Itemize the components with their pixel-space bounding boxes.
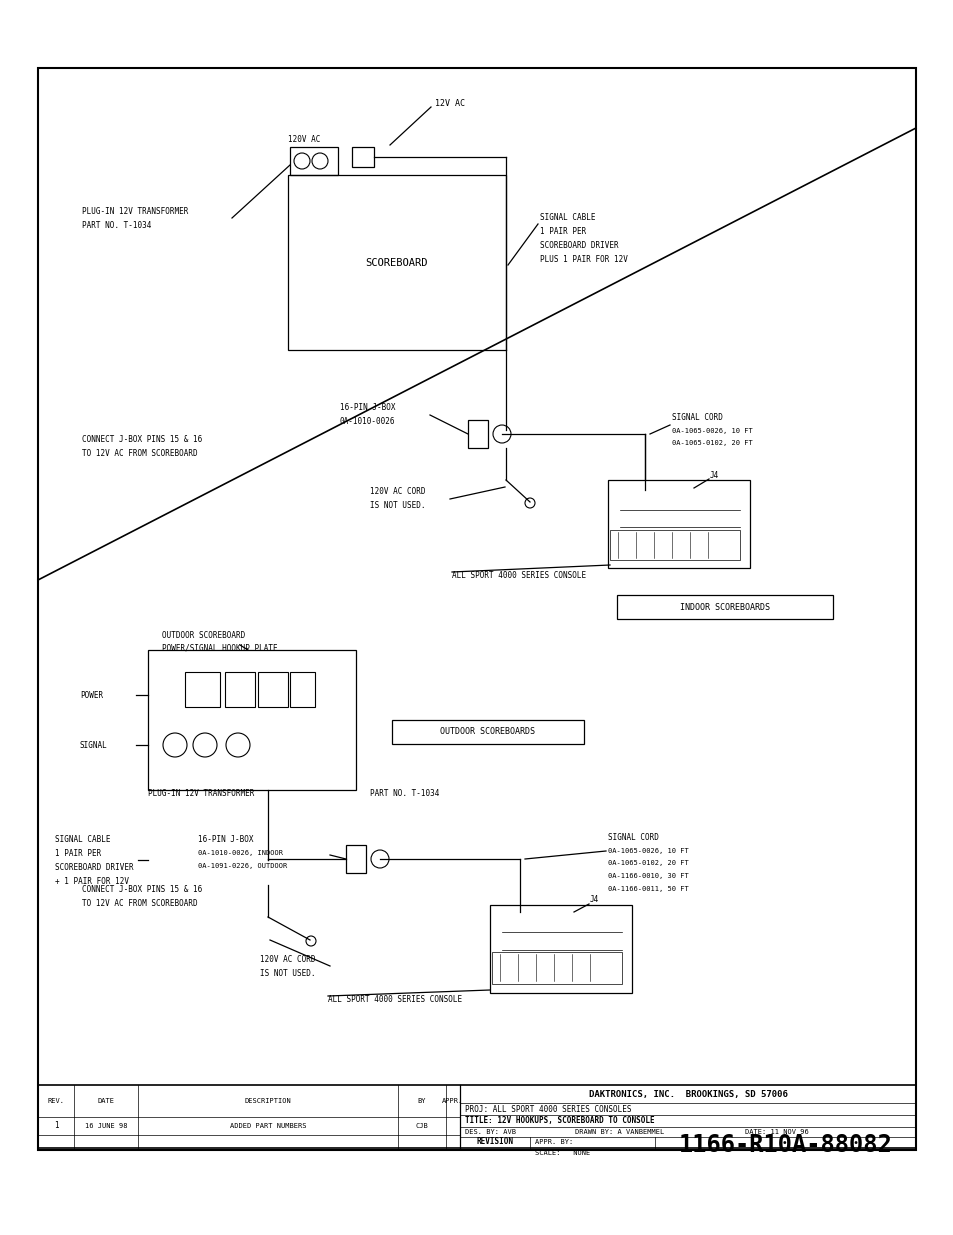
Bar	[290, 147, 337, 175]
Text: 0A-1166-0010, 30 FT: 0A-1166-0010, 30 FT	[607, 873, 688, 879]
Text: SCOREBOARD: SCOREBOARD	[365, 258, 428, 268]
Text: PART NO. T-1034: PART NO. T-1034	[82, 221, 152, 230]
Text: 0A-1065-0102, 20 FT: 0A-1065-0102, 20 FT	[671, 440, 752, 446]
Bar	[148, 650, 355, 790]
Text: CONNECT J-BOX PINS 15 & 16: CONNECT J-BOX PINS 15 & 16	[82, 436, 202, 445]
Text: PLUS 1 PAIR FOR 12V: PLUS 1 PAIR FOR 12V	[539, 256, 627, 264]
Bar	[468, 420, 488, 448]
Text: APPR. BY:: APPR. BY:	[535, 1139, 573, 1145]
Text: SIGNAL: SIGNAL	[80, 741, 108, 750]
Text: PLUG-IN 12V TRANSFORMER: PLUG-IN 12V TRANSFORMER	[82, 207, 188, 216]
Text: SIGNAL CABLE: SIGNAL CABLE	[539, 214, 595, 222]
Text: REVISION: REVISION	[476, 1137, 513, 1146]
Text: 120V AC CORD: 120V AC CORD	[260, 956, 315, 965]
Text: INDOOR SCOREBOARDS: INDOOR SCOREBOARDS	[679, 603, 769, 611]
Bar	[492, 952, 621, 984]
Text: CJB: CJB	[416, 1123, 428, 1129]
Text: CONNECT J-BOX PINS 15 & 16: CONNECT J-BOX PINS 15 & 16	[82, 885, 202, 894]
Text: SIGNAL CORD: SIGNAL CORD	[607, 834, 659, 842]
Text: 1166-R10A-88082: 1166-R10A-88082	[678, 1134, 891, 1157]
Text: 0A-1065-0026, 10 FT: 0A-1065-0026, 10 FT	[671, 429, 752, 433]
Bar	[38, 1086, 915, 1149]
Text: DATE: 11 NOV 96: DATE: 11 NOV 96	[744, 1129, 808, 1135]
Text: 0A-1166-0011, 50 FT: 0A-1166-0011, 50 FT	[607, 885, 688, 892]
Text: DRAWN BY: A VANBEMMEL: DRAWN BY: A VANBEMMEL	[575, 1129, 663, 1135]
Text: TO 12V AC FROM SCOREBOARD: TO 12V AC FROM SCOREBOARD	[82, 448, 197, 457]
Text: 120V AC CORD: 120V AC CORD	[370, 488, 425, 496]
Bar	[609, 530, 740, 559]
Text: DAKTRONICS, INC.  BROOKINGS, SD 57006: DAKTRONICS, INC. BROOKINGS, SD 57006	[588, 1089, 786, 1098]
Text: 12V AC: 12V AC	[435, 99, 464, 107]
Text: DES. BY: AVB: DES. BY: AVB	[464, 1129, 516, 1135]
Text: BY: BY	[417, 1098, 426, 1104]
Text: SIGNAL CORD: SIGNAL CORD	[671, 414, 722, 422]
Text: POWER/SIGNAL HOOKUP PLATE: POWER/SIGNAL HOOKUP PLATE	[162, 643, 277, 652]
Bar	[352, 147, 374, 167]
Text: OUTDOOR SCOREBOARD: OUTDOOR SCOREBOARD	[162, 631, 245, 640]
Bar	[225, 672, 254, 706]
Text: IS NOT USED.: IS NOT USED.	[260, 968, 315, 977]
Text: PROJ: ALL SPORT 4000 SERIES CONSOLES: PROJ: ALL SPORT 4000 SERIES CONSOLES	[464, 1104, 631, 1114]
Bar	[290, 672, 314, 706]
Bar	[607, 480, 749, 568]
Bar	[185, 672, 220, 706]
Bar	[38, 68, 915, 1150]
Text: PART NO. T-1034: PART NO. T-1034	[370, 788, 439, 798]
Text: IS NOT USED.: IS NOT USED.	[370, 501, 425, 510]
Text: 0A-1010-0026: 0A-1010-0026	[339, 416, 395, 426]
Text: 1: 1	[53, 1121, 58, 1130]
Text: 0A-1010-0026, INDOOR: 0A-1010-0026, INDOOR	[198, 850, 283, 856]
Text: 0A-1091-0226, OUTDOOR: 0A-1091-0226, OUTDOOR	[198, 863, 287, 869]
Text: SCOREBOARD DRIVER: SCOREBOARD DRIVER	[539, 242, 618, 251]
Bar	[257, 672, 288, 706]
Text: OUTDOOR SCOREBOARDS: OUTDOOR SCOREBOARDS	[440, 727, 535, 736]
Text: SCALE:   NONE: SCALE: NONE	[535, 1150, 590, 1156]
Bar	[617, 595, 832, 619]
Text: SCOREBOARD DRIVER: SCOREBOARD DRIVER	[55, 863, 133, 872]
Text: APPR.: APPR.	[442, 1098, 463, 1104]
Bar	[346, 845, 366, 873]
Text: POWER: POWER	[80, 690, 103, 699]
Bar	[490, 905, 631, 993]
Text: 0A-1065-0102, 20 FT: 0A-1065-0102, 20 FT	[607, 860, 688, 866]
Text: 16-PIN J-BOX: 16-PIN J-BOX	[198, 836, 253, 845]
Text: 16-PIN J-BOX: 16-PIN J-BOX	[339, 404, 395, 412]
Text: PLUG-IN 12V TRANSFORMER: PLUG-IN 12V TRANSFORMER	[148, 788, 254, 798]
Text: J4: J4	[709, 471, 719, 479]
Text: 0A-1065-0026, 10 FT: 0A-1065-0026, 10 FT	[607, 848, 688, 853]
Text: TO 12V AC FROM SCOREBOARD: TO 12V AC FROM SCOREBOARD	[82, 899, 197, 908]
Text: DESCRIPTION: DESCRIPTION	[244, 1098, 291, 1104]
Text: SIGNAL CABLE: SIGNAL CABLE	[55, 836, 111, 845]
Text: ALL SPORT 4000 SERIES CONSOLE: ALL SPORT 4000 SERIES CONSOLE	[328, 994, 461, 1004]
Text: DATE: DATE	[97, 1098, 114, 1104]
Bar	[392, 720, 583, 743]
Text: J4: J4	[589, 895, 598, 904]
Text: + 1 PAIR FOR 12V: + 1 PAIR FOR 12V	[55, 878, 129, 887]
Text: TITLE: 12V HOOKUPS, SCOREBOARD TO CONSOLE: TITLE: 12V HOOKUPS, SCOREBOARD TO CONSOL…	[464, 1116, 654, 1125]
Text: REV.: REV.	[48, 1098, 65, 1104]
Text: 16 JUNE 98: 16 JUNE 98	[85, 1123, 127, 1129]
Bar	[288, 175, 505, 350]
Text: 1 PAIR PER: 1 PAIR PER	[539, 227, 586, 236]
Text: 1 PAIR PER: 1 PAIR PER	[55, 850, 101, 858]
Text: ALL SPORT 4000 SERIES CONSOLE: ALL SPORT 4000 SERIES CONSOLE	[452, 571, 585, 579]
Text: ADDED PART NUMBERS: ADDED PART NUMBERS	[230, 1123, 306, 1129]
Text: 120V AC: 120V AC	[288, 136, 320, 144]
